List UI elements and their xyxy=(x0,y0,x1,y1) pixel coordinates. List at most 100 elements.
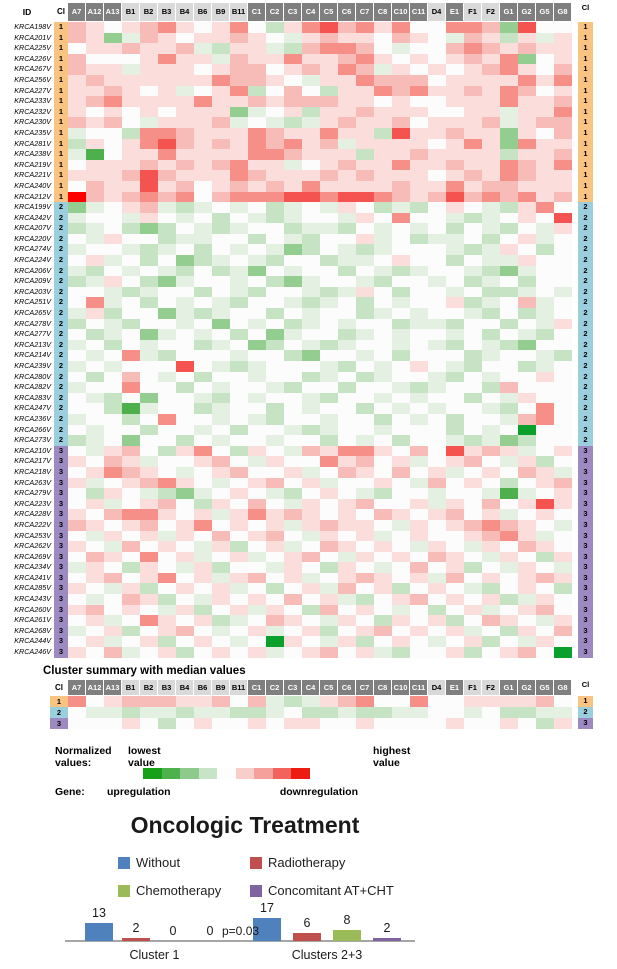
heatmap-cell xyxy=(302,96,320,107)
heatmap-cell xyxy=(266,85,284,97)
heatmap-cell xyxy=(320,265,338,277)
heatmap-cell xyxy=(212,308,230,319)
heatmap-cell xyxy=(482,233,500,245)
cluster-number-cell: 3 xyxy=(54,498,68,510)
heatmap-cell xyxy=(482,371,500,383)
heatmap-cell xyxy=(230,413,248,425)
heatmap-cell xyxy=(320,223,338,234)
heatmap-cell xyxy=(284,456,302,467)
heatmap-cell xyxy=(356,371,374,383)
heatmap-cell xyxy=(122,85,140,97)
gene-id-label: KRCA247V xyxy=(14,403,51,413)
heatmap-cell xyxy=(284,572,302,584)
heatmap-cell xyxy=(194,96,212,107)
heatmap-cell xyxy=(158,53,176,65)
heatmap-cell xyxy=(446,445,464,457)
heatmap-row: KRCA232V 1 1 xyxy=(0,106,593,118)
heatmap-cell xyxy=(230,43,248,54)
heatmap-cell xyxy=(554,572,572,584)
heatmap-cell xyxy=(518,159,536,171)
heatmap-cell xyxy=(212,32,230,44)
heatmap-cell xyxy=(158,696,176,707)
cluster-number-cell: 2 xyxy=(578,361,593,372)
cluster-number-cell: 1 xyxy=(54,43,68,54)
heatmap-cell xyxy=(464,53,482,65)
heatmap-cell xyxy=(248,604,266,616)
heatmap-cell xyxy=(464,127,482,139)
heatmap-cell xyxy=(410,223,428,234)
heatmap-cell xyxy=(86,223,104,234)
cluster-number-cell: 2 xyxy=(54,297,68,309)
heatmap-cell xyxy=(212,519,230,531)
bar-value-label: 6 xyxy=(303,916,311,930)
heatmap-cell xyxy=(356,233,374,245)
heatmap-cell xyxy=(518,541,536,552)
heatmap-cell xyxy=(428,276,446,287)
heatmap-cell xyxy=(464,541,482,552)
heatmap-cell xyxy=(86,551,104,563)
heatmap-cell xyxy=(122,191,140,203)
heatmap-cell xyxy=(248,625,266,637)
heatmap-cell xyxy=(194,371,212,383)
heatmap-cell xyxy=(194,477,212,489)
heatmap-cell xyxy=(266,22,284,33)
gene-id-label: KRCA240V xyxy=(14,180,51,190)
heatmap-cell xyxy=(176,403,194,414)
heatmap-cell xyxy=(500,350,518,361)
heatmap-cell xyxy=(482,530,500,542)
heatmap-cell xyxy=(518,149,536,160)
heatmap-cell xyxy=(482,583,500,595)
heatmap-cell xyxy=(338,212,356,224)
heatmap-cell xyxy=(410,541,428,552)
heatmap-cell xyxy=(230,625,248,637)
gene-id-label: KRCA209V xyxy=(14,276,51,286)
heatmap-cell xyxy=(554,117,572,128)
heatmap-cell xyxy=(122,244,140,256)
heatmap-cell xyxy=(536,647,554,658)
heatmap-cell xyxy=(284,435,302,446)
heatmap-cell xyxy=(104,466,122,478)
heatmap-cell xyxy=(122,159,140,171)
heatmap-cell xyxy=(266,403,284,414)
heatmap-cell xyxy=(176,74,194,86)
heatmap-cell xyxy=(518,382,536,393)
heatmap-cell xyxy=(482,74,500,86)
heatmap-cell xyxy=(122,265,140,277)
heatmap-cell xyxy=(68,371,86,383)
heatmap-cell xyxy=(554,413,572,425)
heatmap-cell xyxy=(428,53,446,65)
heatmap-cell xyxy=(392,403,410,414)
heatmap-row: KRCA266V 2 2 xyxy=(0,424,593,436)
heatmap-cell xyxy=(68,647,86,658)
cluster-number-cell: 3 xyxy=(54,541,68,552)
heatmap-cell xyxy=(536,191,554,203)
heatmap-cell xyxy=(356,392,374,404)
gene-id-label: KRCA230V xyxy=(14,117,51,127)
heatmap-cell xyxy=(104,551,122,563)
heatmap-cell xyxy=(266,117,284,128)
heatmap-row: KRCA233V 1 1 xyxy=(0,96,593,107)
heatmap-cell xyxy=(212,718,230,729)
cluster-number-cell: 1 xyxy=(578,74,593,86)
heatmap-cell xyxy=(482,106,500,118)
heatmap-cell xyxy=(302,413,320,425)
legend-item: Concomitant AT+CHT xyxy=(250,883,394,898)
heatmap-cell xyxy=(500,159,518,171)
heatmap-cell xyxy=(122,212,140,224)
heatmap-cell xyxy=(446,604,464,616)
heatmap-cell xyxy=(140,456,158,467)
heatmap-cell xyxy=(176,350,194,361)
heatmap-cell xyxy=(410,594,428,605)
heatmap-cell xyxy=(284,149,302,160)
heatmap-cell xyxy=(464,170,482,181)
chart-title: Oncologic Treatment xyxy=(130,812,360,838)
heatmap-row: KRCA242V 2 2 xyxy=(0,212,593,224)
heatmap-cell xyxy=(140,594,158,605)
heatmap-cell xyxy=(212,572,230,584)
heatmap-cell xyxy=(428,583,446,595)
heatmap-cell xyxy=(248,159,266,171)
legend-label: Without xyxy=(136,855,181,870)
heatmap-cell xyxy=(518,718,536,729)
heatmap-cell xyxy=(284,96,302,107)
heatmap-cell xyxy=(266,435,284,446)
